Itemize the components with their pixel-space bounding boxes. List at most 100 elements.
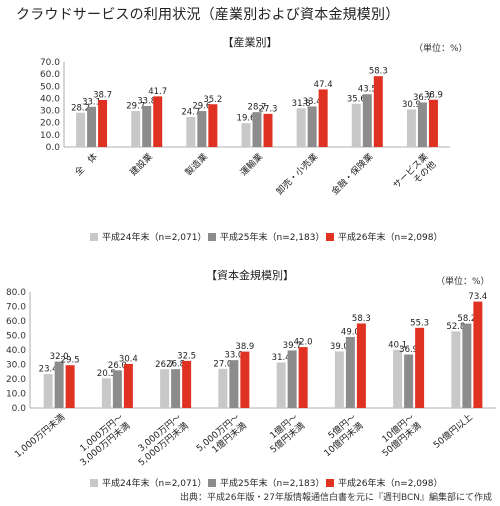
- bar-h26: [98, 100, 108, 147]
- data-label: 26.0: [108, 361, 127, 371]
- category-label: 1億円～5億円未満: [260, 411, 307, 455]
- data-label: 58.3: [352, 314, 371, 324]
- category-label: 金融・保険業: [329, 151, 376, 198]
- bar-h24: [276, 362, 286, 408]
- data-label: 20.5: [97, 369, 116, 379]
- bar-h26: [208, 104, 218, 147]
- bar-h25: [142, 105, 152, 147]
- data-label: 28.7: [248, 103, 267, 113]
- bar-h26: [153, 96, 163, 147]
- bar-h25: [307, 106, 317, 147]
- data-label: 42.0: [294, 338, 313, 348]
- category-label: 1,000万円未満: [12, 411, 67, 460]
- bar-h26: [182, 360, 192, 408]
- data-label: 27.0: [213, 359, 232, 369]
- bar-h24: [393, 349, 403, 408]
- data-label: 35.6: [347, 94, 366, 104]
- data-label: 47.4: [314, 80, 333, 90]
- bar-h26: [263, 113, 273, 147]
- category-label: 卸売・小売業: [274, 151, 321, 198]
- bar-h26: [240, 351, 250, 408]
- bar-h26: [373, 76, 383, 147]
- legend-label: 平成24年末（n=2,071）: [102, 477, 206, 489]
- y-tick-label: 30.0: [6, 361, 26, 371]
- bar-h24: [218, 368, 228, 408]
- y-tick-label: 60.0: [6, 317, 26, 327]
- category-label: 建設業: [127, 151, 155, 179]
- data-label: 30.9: [402, 100, 421, 110]
- y-tick-label: 20.0: [6, 375, 26, 385]
- bar-h25: [87, 106, 97, 147]
- y-tick-label: 80.0: [6, 288, 26, 298]
- y-tick-label: 40.0: [40, 94, 60, 104]
- y-tick-label: 50.0: [40, 82, 60, 92]
- data-label: 27.3: [259, 104, 278, 114]
- page-title: クラウドサービスの利用状況（産業別および資本金規模別）: [16, 7, 400, 23]
- bar-h24: [296, 108, 306, 147]
- data-label: 26.8: [166, 360, 185, 370]
- bar-h24: [43, 374, 53, 408]
- category-label: 5億円～10億円未満: [314, 411, 365, 459]
- data-label: 19.6: [237, 114, 256, 124]
- bar-h26: [123, 363, 133, 408]
- y-tick-label: 10.0: [40, 131, 60, 141]
- legend-label: 平成26年末（n=2,098）: [338, 231, 442, 243]
- data-label: 32.0: [50, 352, 69, 362]
- data-label: 30.4: [119, 354, 138, 364]
- legend-label: 平成25年末（n=2,183）: [220, 477, 324, 489]
- bar-h24: [351, 103, 361, 147]
- data-label: 33.4: [303, 97, 322, 107]
- bar-h24: [451, 331, 461, 408]
- bar-h24: [131, 110, 141, 147]
- bar-h24: [334, 351, 344, 408]
- bar-h26: [318, 89, 328, 147]
- bar-h24: [160, 369, 170, 408]
- data-label: 58.3: [369, 67, 388, 77]
- category-label: 5,000万円～1億円未満: [194, 412, 249, 463]
- data-label: 43.5: [358, 85, 377, 95]
- industry-unit-label: （単位：%）: [414, 44, 468, 54]
- data-label: 52.8: [446, 322, 465, 332]
- data-label: 33.8: [137, 96, 156, 106]
- bar-h25: [345, 336, 355, 408]
- data-label: 36.7: [413, 93, 432, 103]
- bar-h26: [428, 99, 438, 147]
- data-label: 39.7: [283, 341, 302, 351]
- legend-swatch: [90, 479, 98, 487]
- data-label: 31.4: [272, 353, 291, 363]
- data-label: 29.6: [192, 102, 211, 112]
- bar-h25: [171, 369, 181, 408]
- data-label: 38.9: [235, 342, 254, 352]
- y-tick-label: 10.0: [6, 390, 26, 400]
- source-note: 出典：平成26年版・27年版情報通信白書を元に『週刊BCN』編集部にて作成: [180, 493, 492, 503]
- bar-h24: [406, 109, 416, 147]
- industry-bar-chart: 0.010.020.030.040.050.060.070.028.233.13…: [40, 58, 450, 243]
- data-label: 49.0: [341, 327, 360, 337]
- legend-swatch: [208, 479, 216, 487]
- category-label: 1,000万円～3,000万円未満: [71, 412, 132, 469]
- category-label: 全 体: [72, 151, 100, 179]
- data-label: 33.1: [82, 97, 101, 107]
- data-label: 38.7: [93, 91, 112, 101]
- capital-bar-chart: 0.0 10.0 20.0 30.0 40.0 50.0 60.0 70.0 80.0 23.4 3…: [6, 288, 496, 489]
- legend-label: 平成24年末（n=2,071）: [102, 231, 206, 243]
- data-label: 24.7: [181, 108, 200, 118]
- capital-panel-title: 【資本金規模別】: [206, 269, 294, 282]
- y-tick-label: 30.0: [40, 107, 60, 117]
- bar-h24: [76, 112, 86, 147]
- category-label: 50億円以上: [431, 411, 475, 451]
- category-label: サービス業その他: [390, 151, 438, 199]
- category-label: 運輸業: [238, 151, 266, 179]
- data-label: 38.9: [424, 90, 443, 100]
- data-label: 55.3: [410, 318, 429, 328]
- bar-h24: [186, 117, 196, 147]
- bar-h24: [241, 123, 251, 147]
- bar-h26: [298, 347, 308, 408]
- bar-h25: [417, 102, 427, 147]
- bar-h26: [65, 365, 75, 408]
- bar-h25: [462, 323, 472, 408]
- data-label: 29.5: [61, 356, 80, 366]
- data-label: 35.2: [203, 95, 222, 105]
- bar-h25: [54, 361, 64, 408]
- category-label: 10億円～50億円未満: [372, 411, 423, 459]
